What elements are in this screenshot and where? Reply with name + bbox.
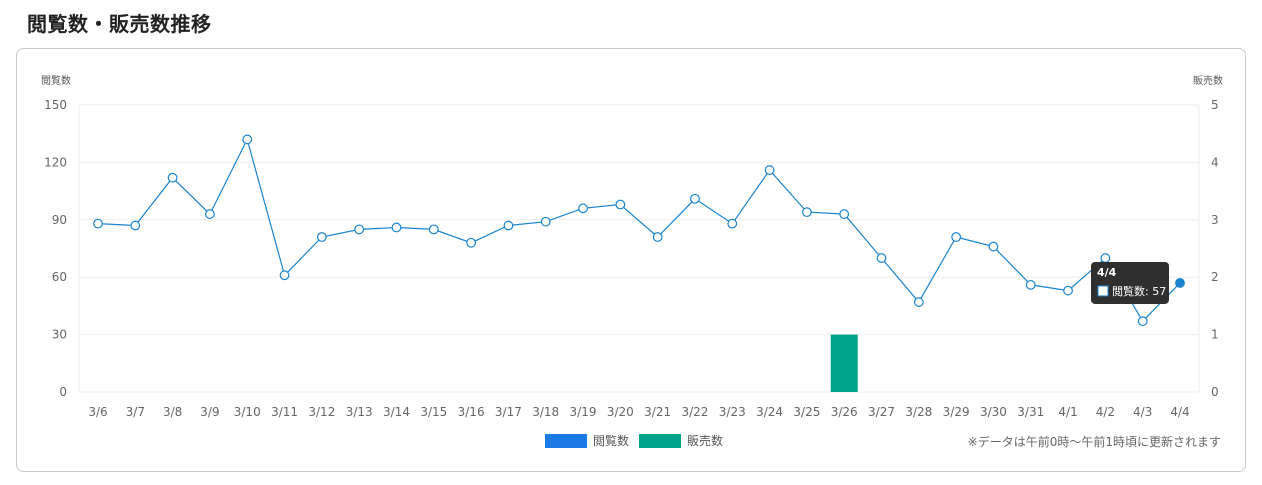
x-tick-label: 3/26 (831, 405, 858, 419)
legend-swatch-views (545, 433, 587, 448)
views-point (690, 193, 700, 204)
x-tick-label: 3/24 (756, 405, 783, 419)
views-point (764, 165, 775, 175)
x-tick-label: 3/20 (607, 405, 634, 419)
y-right-tick-label: 1 (1211, 328, 1219, 342)
x-tick-label: 3/8 (163, 405, 182, 419)
views-point (951, 232, 962, 242)
x-tick-label: 3/25 (793, 405, 820, 419)
views-point (913, 297, 924, 307)
y-right-tick-label: 3 (1211, 213, 1219, 227)
x-tick-label: 4/1 (1058, 405, 1077, 419)
x-tick-label: 3/14 (383, 405, 410, 419)
y-right-tick-label: 0 (1211, 385, 1219, 399)
x-tick-label: 3/27 (868, 405, 895, 419)
views-point (466, 237, 477, 248)
x-tick-label: 3/6 (88, 405, 107, 419)
views-point (1137, 316, 1148, 327)
tooltip-box (1091, 261, 1169, 304)
views-point (205, 209, 215, 219)
views-point (428, 224, 439, 235)
y-left-tick-label: 90 (52, 213, 67, 227)
views-point (652, 232, 663, 242)
y-right-tick-label: 5 (1211, 98, 1219, 112)
tooltip: 4/4 閲覧数: 57 (1091, 261, 1169, 304)
views-point (988, 241, 999, 252)
y-right-tick-label: 2 (1211, 270, 1219, 284)
y-left-tick-label: 30 (52, 328, 67, 342)
x-tick-label: 4/2 (1096, 405, 1115, 419)
views-point (391, 222, 402, 233)
x-tick-label: 3/18 (532, 405, 559, 419)
x-tick-label: 3/21 (644, 405, 671, 419)
tooltip-title: 4/4 (1097, 266, 1117, 279)
x-tick-label: 3/7 (126, 405, 145, 419)
y-left-axis-label: 閲覧数 (41, 74, 71, 87)
x-tick-label: 3/19 (570, 405, 597, 419)
views-point (615, 199, 626, 210)
x-tick-label: 3/9 (200, 405, 219, 419)
page-title: 閲覧数・販売数推移 (27, 12, 212, 36)
views-line (97, 137, 1181, 323)
x-tick-label: 3/23 (719, 405, 746, 419)
y-left-tick-label: 150 (44, 98, 67, 112)
x-tick-label: 3/31 (1017, 405, 1044, 419)
views-point (503, 220, 514, 231)
views-point (93, 218, 103, 229)
x-tick-label: 3/17 (495, 405, 522, 419)
y-left-tick-label: 60 (52, 270, 67, 284)
x-tick-label: 3/16 (458, 405, 485, 419)
legend-item-sales[interactable]: 販売数 (639, 432, 723, 449)
y-right-axis-label: 販売数 (1193, 74, 1223, 87)
views-point (242, 134, 253, 145)
views-point (316, 232, 327, 242)
views-point (540, 216, 551, 227)
tooltip-value: 閲覧数: 57 (1112, 284, 1166, 298)
x-tick-label: 3/12 (308, 405, 335, 419)
views-point (130, 220, 141, 231)
update-note: ※データは午前0時〜午前1時頃に更新されます (967, 435, 1221, 449)
y-left-tick-label: 0 (59, 385, 67, 399)
x-tick-label: 3/10 (234, 405, 261, 419)
x-tick-label: 3/28 (905, 405, 932, 419)
views-point (167, 172, 178, 183)
views-point (876, 253, 887, 263)
views-point (1063, 285, 1073, 296)
views-point (839, 209, 850, 219)
chart-card: 0 30 60 90 120 150 0 1 2 3 4 5 閲覧数 販売数 3/6 3/7 3/8 3/9 3/1… (16, 48, 1246, 472)
views-point (279, 270, 290, 281)
x-tick-label: 3/13 (346, 405, 373, 419)
legend-item-views[interactable]: 閲覧数 (545, 432, 629, 449)
views-point (354, 224, 365, 235)
views-point (578, 203, 588, 214)
views-point (801, 207, 812, 218)
x-tick-label: 3/11 (271, 405, 298, 419)
legend: 閲覧数 販売数 (545, 432, 733, 449)
legend-label-sales: 販売数 (687, 434, 724, 448)
views-point (1100, 253, 1111, 263)
tooltip-swatch (1097, 285, 1109, 297)
x-tick-label: 3/22 (681, 405, 708, 419)
views-point (1175, 278, 1185, 288)
legend-label-views: 閲覧数 (593, 434, 630, 448)
views-point (727, 218, 738, 229)
y-left-tick-label: 120 (44, 155, 67, 169)
x-tick-label: 4/3 (1133, 405, 1152, 419)
sales-bar (830, 334, 858, 392)
x-tick-label: 3/15 (420, 405, 447, 419)
x-tick-label: 3/30 (980, 405, 1007, 419)
x-tick-label: 3/29 (943, 405, 970, 419)
y-right-tick-label: 4 (1211, 155, 1219, 169)
x-tick-label: 4/4 (1170, 405, 1189, 419)
views-point (1025, 279, 1036, 290)
legend-swatch-sales (639, 433, 682, 448)
